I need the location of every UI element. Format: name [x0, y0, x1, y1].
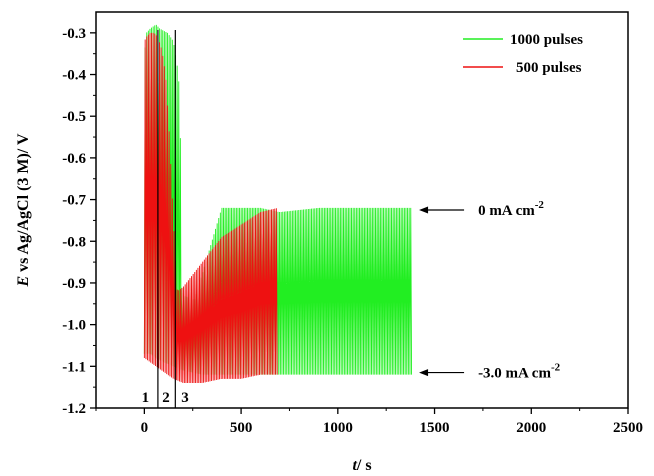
legend-label-500-pulses: 500 pulses: [516, 60, 582, 76]
x-axis-label-italic: t: [352, 457, 357, 474]
annotation-label-2: -3.0 mA cm-2: [478, 362, 561, 382]
annotation-arrow-head: [419, 206, 429, 214]
x-tick-label: 1000: [323, 420, 353, 436]
tick-layer: 0 500 1000 1500 2000 2500 -0.3 -0.4 -0.5 -0.6 -0.7…: [62, 26, 643, 436]
x-tick-label: 2500: [613, 420, 643, 436]
x-tick-label: 1500: [420, 420, 450, 436]
time-marker-label-3: 3: [181, 390, 189, 406]
annotation-label-1: 0 mA cm-2: [478, 199, 544, 219]
y-tick-label: -0.7: [62, 193, 86, 209]
annotation-layer: 0 mA cm-2 -3.0 mA cm-2: [419, 199, 561, 382]
x-tick-label: 2000: [516, 420, 546, 436]
y-tick-label: -0.3: [62, 26, 86, 42]
series-layer: [143, 24, 413, 383]
y-axis-label-rest: vs Ag/AgCl (3 M)/ V: [15, 133, 32, 276]
x-tick-label: 0: [141, 420, 149, 436]
y-tick-label: -1.0: [62, 318, 86, 334]
x-axis-label: t/ s: [352, 457, 371, 474]
y-axis-label: E vs Ag/AgCl (3 M)/ V: [15, 133, 32, 287]
y-axis-label-italic: E: [15, 276, 32, 288]
time-marker-label-2: 2: [162, 390, 170, 406]
y-tick-label: -1.1: [62, 359, 86, 375]
plot-frame: [95, 11, 629, 409]
y-tick-label: -0.4: [62, 68, 86, 84]
time-marker-label-1: 1: [142, 390, 150, 406]
series-500-pulses-trace: [143, 32, 278, 383]
legend-label-1000-pulses: 1000 pulses: [510, 32, 583, 48]
legend: 1000 pulses 500 pulses: [463, 32, 583, 76]
y-tick-label: -1.2: [62, 401, 86, 417]
x-tick-label: 500: [230, 420, 253, 436]
y-tick-label: -0.8: [62, 234, 86, 250]
y-tick-label: -0.5: [62, 109, 86, 125]
annotation-arrow-head: [419, 369, 429, 377]
y-tick-label: -0.6: [62, 151, 86, 167]
y-tick-label: -0.9: [62, 276, 86, 292]
x-axis-label-rest: / s: [356, 457, 372, 474]
